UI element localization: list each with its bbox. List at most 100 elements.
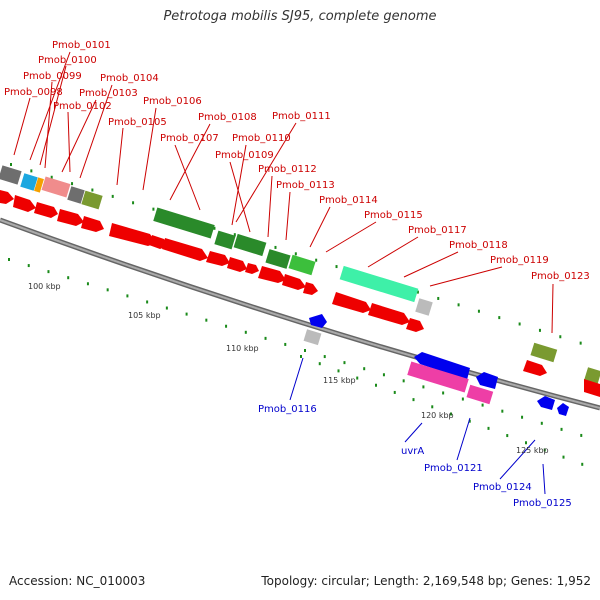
guide-dot [356,376,359,380]
gene-label-pmob-0104: Pmob_0104 [100,73,159,84]
guide-dot [335,265,338,269]
tick-label-115: 115 kbp [323,376,356,385]
guide-dot [304,349,306,352]
guide-dot [165,306,168,310]
guide-dot [560,427,563,431]
guide-dot [71,182,74,186]
gene-label-pmob-0125: Pmob_0125 [513,498,572,509]
gene-label-pmob-0110: Pmob_0110 [232,133,291,144]
leader-line [325,221,377,253]
gene-label-pmob-0105: Pmob_0105 [108,117,167,128]
guide-dot [126,294,129,298]
reverse-cds-track [309,314,569,416]
gene-label-pmob-0124: Pmob_0124 [473,482,532,493]
leader-line [367,236,419,268]
gene-label-pmob-0099: Pmob_0099 [23,71,82,82]
guide-dot [562,455,565,459]
gene-label-pmob-0116: Pmob_0116 [258,404,317,415]
gene-label-pmob-0107: Pmob_0107 [160,133,219,144]
feature-track-bottom [303,329,494,405]
guide-dot [10,163,12,166]
guide-dot [8,258,10,261]
guide-dot [300,355,302,358]
guide-dot [487,426,490,430]
gene-label-pmob-0102: Pmob_0102 [53,101,112,112]
gene-label-pmob-0103: Pmob_0103 [79,88,138,99]
guide-dot [375,383,377,387]
gene-label-uvra: uvrA [401,446,424,457]
label-leader-lines [13,51,554,495]
guide-dot [437,296,440,300]
leader-line [174,144,201,211]
leader-line [67,111,71,173]
leader-line [289,357,304,401]
guide-dot [264,336,267,340]
gene-label-pmob-0112: Pmob_0112 [258,164,317,175]
tick-label-100: 100 kbp [28,282,61,291]
reverse-label-group: Pmob_0116 uvrA Pmob_0121 Pmob_0124 Pmob_… [258,404,572,509]
guide-dot [86,282,89,286]
gene-label-pmob-0121: Pmob_0121 [424,463,483,474]
guide-dot [481,403,484,407]
guide-dot [185,312,188,316]
guide-dot [416,290,419,294]
guide-dot [543,448,546,452]
gene-label-pmob-0108: Pmob_0108 [198,112,257,123]
guide-dot [30,169,33,173]
guide-dot [559,335,562,339]
guide-dot [318,362,321,366]
leader-line [229,161,251,233]
guide-dot [47,270,50,274]
guide-dot [525,441,527,445]
leader-line [429,266,503,287]
leader-line [551,283,554,334]
gene-label-pmob-0115: Pmob_0115 [364,210,423,221]
gene-label-pmob-0106: Pmob_0106 [143,96,202,107]
guide-dot [225,324,228,328]
guide-dot [132,201,135,205]
guide-dot [67,276,70,280]
guide-dot [233,233,236,237]
guide-dot [518,322,521,326]
genome-summary-text: Topology: circular; Length: 2,169,548 bp… [261,574,591,588]
guide-dot [501,409,504,413]
leader-line [403,251,459,278]
guide-dot [284,342,287,346]
guide-dot [580,433,583,437]
guide-dot [337,369,340,373]
guide-dot [294,252,297,256]
gene-label-pmob-0100: Pmob_0100 [38,55,97,66]
forward-cds-track [0,190,600,397]
guide-dot [315,258,318,262]
guide-dot [402,379,405,383]
guide-dot [91,188,94,192]
leader-line [13,97,31,156]
guide-dot [422,385,425,389]
leader-line [116,127,124,186]
accession-text: Accession: NC_010003 [9,574,146,588]
gene-label-pmob-0113: Pmob_0113 [276,180,335,191]
guide-dot [111,194,114,198]
leader-line [309,206,331,248]
guide-dot [106,288,109,292]
gene-label-pmob-0111: Pmob_0111 [272,111,331,122]
guide-dot [468,419,471,423]
map-title: Petrotoga mobilis SJ95, complete genome [163,9,437,24]
guide-dot [442,391,445,395]
guide-dot [540,421,543,425]
tick-label-110: 110 kbp [226,344,259,353]
guide-dot [323,355,326,359]
leader-line [169,123,211,201]
guide-dot [363,367,366,371]
guide-dot [581,462,584,466]
guide-dot [244,330,247,334]
leader-line [267,175,273,238]
guide-dot [431,405,434,409]
guide-dot [152,207,155,211]
guide-dot [477,309,480,313]
leader-line [542,463,546,495]
gene-label-pmob-0098: Pmob_0098 [4,87,63,98]
leader-line [231,144,247,226]
guide-dot [205,318,208,322]
